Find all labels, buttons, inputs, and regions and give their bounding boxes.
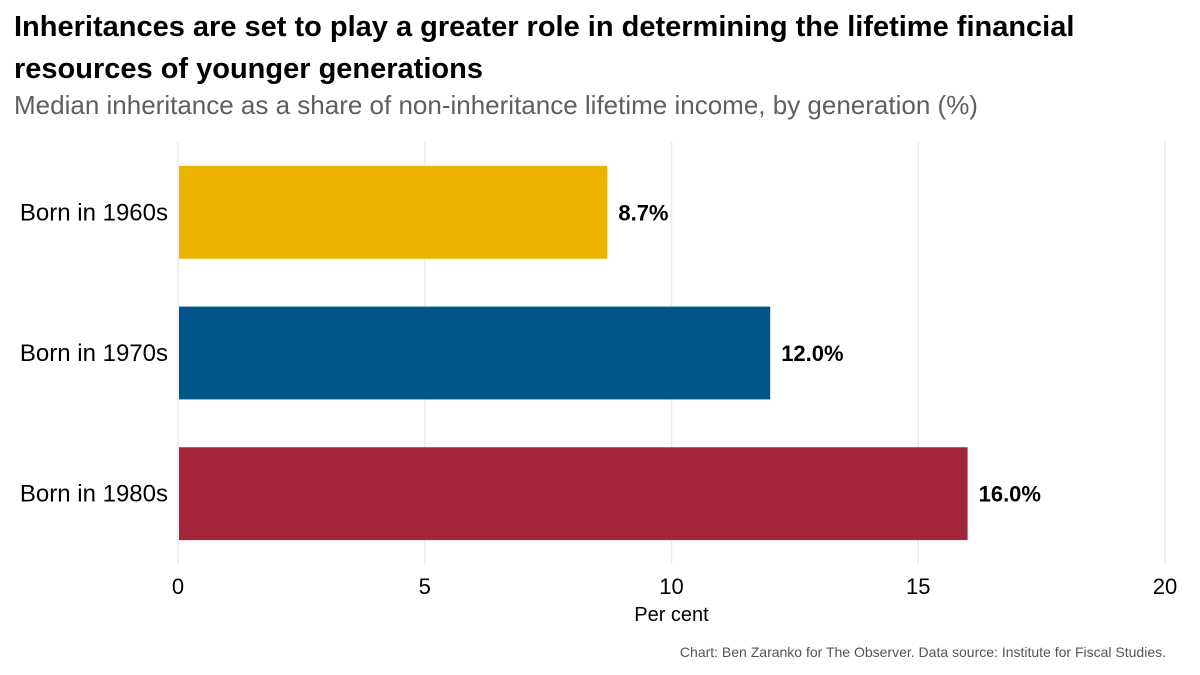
chart-title: Inheritances are set to play a greater r… (14, 11, 1075, 85)
category-label: Born in 1970s (20, 340, 168, 367)
x-tick-label: 5 (419, 574, 431, 599)
bar (179, 447, 968, 541)
chart-caption: Chart: Ben Zaranko for The Observer. Dat… (679, 644, 1166, 660)
value-label: 12.0% (781, 341, 843, 366)
bars (179, 165, 968, 541)
x-tick-label: 15 (906, 574, 930, 599)
bar (179, 306, 771, 400)
bar (179, 165, 608, 259)
value-label: 16.0% (979, 482, 1041, 507)
x-axis-title: Per cent (634, 604, 709, 626)
x-tick-label: 0 (172, 574, 184, 599)
category-label: Born in 1980s (20, 481, 168, 508)
x-tick-label: 20 (1153, 574, 1177, 599)
x-axis-ticks: 0 5 10 15 20 (172, 574, 1177, 599)
category-label: Born in 1960s (20, 199, 168, 226)
chart-subtitle: Median inheritance as a share of non-inh… (14, 90, 978, 120)
value-label: 8.7% (618, 200, 668, 225)
category-labels: Born in 1960s Born in 1970s Born in 1980s (20, 199, 168, 507)
x-tick-label: 10 (659, 574, 683, 599)
value-labels: 8.7% 12.0% 16.0% (618, 200, 1041, 506)
